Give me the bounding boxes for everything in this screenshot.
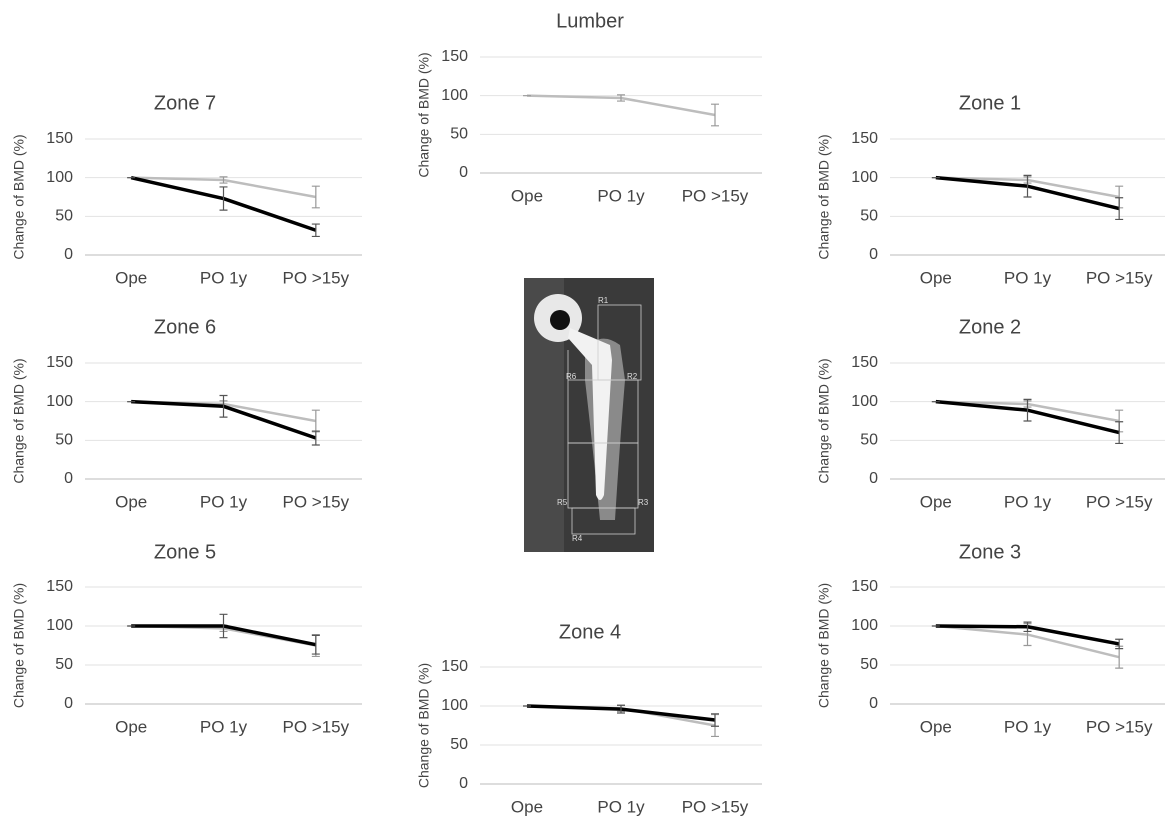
x-tick-label: PO 1y [1004,268,1052,287]
y-tick-label: 0 [459,775,468,792]
chart-title: Zone 3 [959,541,1021,563]
x-tick-label: Ope [511,186,543,205]
y-tick-label: 100 [851,393,878,410]
x-tick-label: PO >15y [283,492,350,511]
y-tick-label: 100 [851,169,878,186]
x-tick-label: PO >15y [682,186,749,205]
x-tick-label: PO >15y [283,268,350,287]
chart-panel: Zone 5 Change of BMD (%) 0 50 100 150 Ope PO 1y… [11,541,362,736]
y-axis-label: Change of BMD (%) [11,134,27,259]
x-tick-label: PO 1y [1004,492,1052,511]
x-tick-label: Ope [115,492,147,511]
y-tick-label: 150 [46,354,73,371]
y-tick-label: 150 [441,658,468,675]
xray-label: R1 [598,296,609,305]
y-tick-label: 100 [46,617,73,634]
figure: R1 R2 R3 R4 R5 R6 Lumber Change of BMD (%… [0,0,1167,821]
y-tick-label: 0 [869,470,878,487]
y-tick-label: 50 [450,736,468,753]
chart-title: Zone 6 [154,316,216,338]
y-tick-label: 50 [55,208,73,225]
x-tick-label: Ope [115,717,147,736]
xray-label: R6 [566,372,577,381]
xray-label: R4 [572,534,583,543]
x-tick-label: PO 1y [597,797,645,816]
x-tick-label: PO >15y [1086,717,1153,736]
y-tick-label: 0 [64,695,73,712]
chart-panel: Zone 6 Change of BMD (%) 0 50 100 150 Ope PO 1y… [11,316,362,511]
x-tick-label: PO 1y [1004,717,1052,736]
y-tick-label: 0 [869,695,878,712]
y-tick-label: 150 [441,48,468,65]
x-tick-label: PO 1y [200,268,248,287]
x-tick-label: PO >15y [682,797,749,816]
x-tick-label: PO 1y [200,492,248,511]
y-axis-label: Change of BMD (%) [816,358,832,483]
y-axis-label: Change of BMD (%) [816,583,832,708]
xray-image: R1 R2 R3 R4 R5 R6 [524,278,654,552]
y-tick-label: 0 [64,470,73,487]
x-tick-label: Ope [920,492,952,511]
y-tick-label: 100 [46,169,73,186]
y-tick-label: 100 [441,87,468,104]
y-tick-label: 0 [459,164,468,181]
chart-panel: Zone 2 Change of BMD (%) 0 50 100 150 Ope PO 1y… [816,316,1165,511]
y-tick-label: 150 [46,130,73,147]
y-tick-label: 50 [860,432,878,449]
xray-head [550,310,570,330]
y-axis-label: Change of BMD (%) [11,583,27,708]
y-axis-label: Change of BMD (%) [416,663,432,788]
chart-panel: Lumber Change of BMD (%) 0 50 100 150 Ope PO 1y… [416,10,762,205]
y-tick-label: 50 [55,432,73,449]
chart-title: Lumber [556,10,624,32]
y-tick-label: 100 [441,697,468,714]
x-tick-label: Ope [920,717,952,736]
y-axis-label: Change of BMD (%) [816,134,832,259]
y-tick-label: 50 [860,656,878,673]
y-tick-label: 100 [46,393,73,410]
y-tick-label: 50 [55,656,73,673]
chart-title: Zone 7 [154,92,216,114]
chart-title: Zone 5 [154,541,216,563]
y-tick-label: 150 [851,578,878,595]
chart-title: Zone 4 [559,621,621,643]
y-tick-label: 0 [869,246,878,263]
xray-label: R5 [557,498,568,507]
xray-label: R2 [627,372,638,381]
chart-title: Zone 2 [959,316,1021,338]
y-tick-label: 0 [64,246,73,263]
x-tick-label: Ope [115,268,147,287]
y-tick-label: 150 [851,354,878,371]
y-tick-label: 50 [450,126,468,143]
y-tick-label: 100 [851,617,878,634]
chart-panel: Zone 1 Change of BMD (%) 0 50 100 150 Ope PO 1y… [816,92,1165,287]
x-tick-label: PO >15y [1086,492,1153,511]
xray-label: R3 [638,498,649,507]
chart-title: Zone 1 [959,92,1021,114]
x-tick-label: PO 1y [597,186,645,205]
x-tick-label: PO >15y [1086,268,1153,287]
y-axis-label: Change of BMD (%) [11,358,27,483]
chart-panel: Zone 3 Change of BMD (%) 0 50 100 150 Ope PO 1y… [816,541,1165,736]
x-tick-label: Ope [920,268,952,287]
chart-panel: Zone 4 Change of BMD (%) 0 50 100 150 Ope PO 1y… [416,621,762,816]
x-tick-label: PO 1y [200,717,248,736]
x-tick-label: PO >15y [283,717,350,736]
y-tick-label: 50 [860,208,878,225]
y-axis-label: Change of BMD (%) [416,52,432,177]
x-tick-label: Ope [511,797,543,816]
y-tick-label: 150 [851,130,878,147]
y-tick-label: 150 [46,578,73,595]
chart-panel: Zone 7 Change of BMD (%) 0 50 100 150 Ope PO 1y… [11,92,362,287]
